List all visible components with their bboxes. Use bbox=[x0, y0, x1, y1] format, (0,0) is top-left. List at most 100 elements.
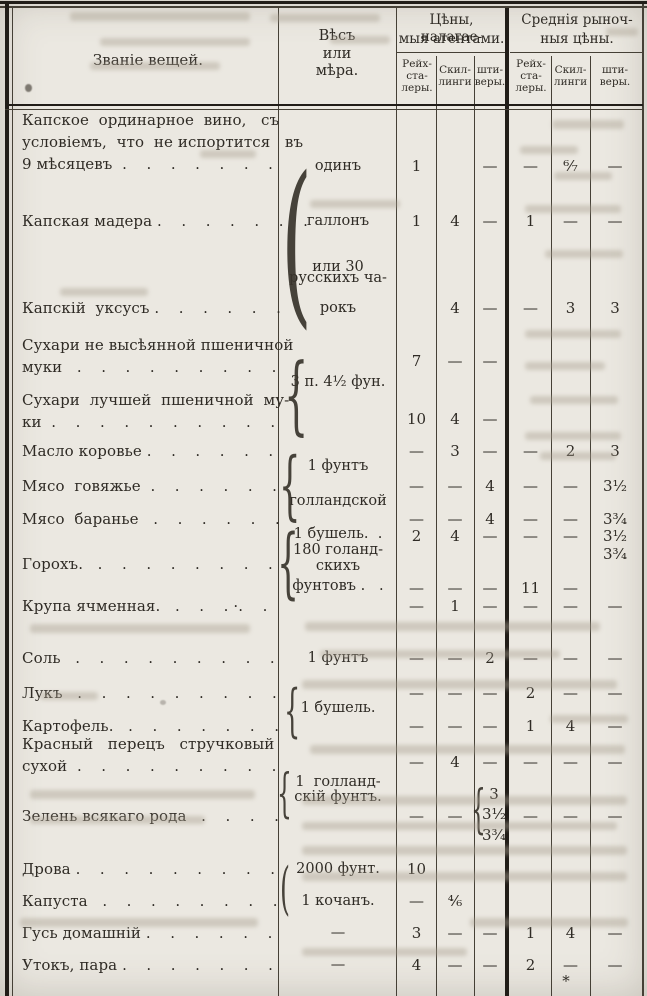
measure-text: — bbox=[330, 925, 346, 941]
price-cell: 3 bbox=[565, 299, 576, 317]
item-label: Дрова . . . . . . . . . bbox=[22, 860, 276, 878]
price-cell: — bbox=[409, 753, 424, 771]
price-cell: 4 bbox=[450, 527, 460, 545]
bleed-through-smudge bbox=[530, 396, 618, 404]
grouping-brace: { bbox=[279, 441, 301, 529]
price-cell: — bbox=[482, 212, 498, 230]
price-cell: — bbox=[482, 442, 498, 460]
price-cell: — bbox=[447, 510, 463, 528]
price-cell: — bbox=[482, 527, 498, 545]
item-label: Гусь домашній . . . . . . bbox=[22, 924, 273, 942]
measure-text: 1 бушель. . bbox=[293, 526, 383, 542]
bleed-through-smudge bbox=[302, 948, 467, 956]
price-cell: — bbox=[523, 157, 538, 175]
bleed-through-smudge bbox=[310, 745, 625, 754]
subcol-line: Рейх- bbox=[516, 58, 546, 70]
price-cell: — bbox=[482, 299, 498, 317]
price-cell: — bbox=[447, 924, 463, 942]
price-cell: 4 bbox=[565, 717, 576, 735]
bleed-through-smudge bbox=[270, 14, 380, 22]
price-cell: — bbox=[563, 649, 578, 667]
rule-header-bottom-2 bbox=[5, 109, 643, 110]
grouping-brace: { bbox=[471, 780, 486, 840]
price-cell: — bbox=[482, 597, 498, 615]
measure-text: рокъ bbox=[319, 300, 357, 316]
divider-agents-market bbox=[505, 8, 509, 996]
border-right bbox=[642, 4, 644, 996]
price-cell: 4 bbox=[450, 410, 460, 428]
border-left-inner bbox=[12, 8, 13, 996]
bleed-through-smudge bbox=[40, 692, 98, 700]
measure-text: или 30 bbox=[312, 259, 364, 275]
bleed-through-smudge bbox=[100, 38, 250, 46]
item-label: Капуста . . . . . . . . bbox=[22, 892, 278, 910]
price-cell: 4 bbox=[450, 753, 460, 771]
bleed-through-smudge bbox=[540, 452, 616, 460]
price-cell: — bbox=[607, 597, 623, 615]
bleed-through-smudge bbox=[305, 622, 600, 631]
price-cell: 3³⁄₄ bbox=[602, 545, 628, 563]
item-label: Крупа ячменная. . . . ·. . bbox=[22, 597, 268, 615]
price-cell: 4 bbox=[485, 510, 495, 528]
bleed-through-smudge bbox=[554, 172, 612, 180]
item-label: Горохъ. . . . . . . . . bbox=[22, 555, 273, 573]
bleed-through-smudge bbox=[330, 36, 390, 44]
price-cell: — bbox=[607, 212, 623, 230]
price-cell: 3¹⁄₂ bbox=[602, 527, 628, 545]
price-cell: 2 bbox=[525, 956, 536, 974]
bleed-through-smudge bbox=[525, 205, 621, 213]
price-cell: — bbox=[409, 684, 424, 702]
subcol-header-market-stiver: шти- веры. bbox=[590, 64, 640, 88]
price-cell: — bbox=[523, 442, 538, 460]
price-cell: 3 bbox=[489, 785, 499, 803]
grouping-brace: { bbox=[277, 764, 292, 824]
measure-text: скихъ bbox=[315, 558, 361, 574]
measure-text: 3 п. 4¹⁄₂ фун. bbox=[290, 374, 386, 390]
price-cell: 3³⁄₄ bbox=[602, 510, 628, 528]
scan-speck bbox=[25, 84, 32, 92]
price-cell: — bbox=[563, 753, 578, 771]
price-cell: — bbox=[563, 956, 578, 974]
divider-agent-cols-1 bbox=[436, 56, 437, 996]
measure-text: фунтовъ . . bbox=[292, 578, 384, 594]
price-cell: — bbox=[607, 956, 623, 974]
measure-text: 1 фунтъ bbox=[307, 458, 369, 474]
price-cell: — bbox=[523, 527, 538, 545]
subcol-line: веры. bbox=[474, 76, 506, 88]
price-cell: 1 bbox=[450, 597, 460, 615]
measure-text: 1 голланд- bbox=[295, 774, 381, 790]
rule-header-bottom-1 bbox=[5, 104, 643, 106]
border-left-outer bbox=[5, 1, 9, 996]
bleed-through-smudge bbox=[302, 846, 627, 855]
price-cell: — bbox=[447, 684, 463, 702]
price-cell: — bbox=[563, 527, 578, 545]
price-cell: 1 bbox=[525, 924, 536, 942]
price-cell: 2 bbox=[411, 527, 422, 545]
divider-agent-cols-2 bbox=[474, 56, 475, 996]
price-cell: 3 bbox=[411, 924, 422, 942]
bleed-through-smudge bbox=[200, 150, 256, 158]
subcol-line: леры. bbox=[401, 82, 433, 94]
price-cell: — bbox=[607, 924, 623, 942]
bleed-through-smudge bbox=[60, 288, 148, 296]
price-cell: — bbox=[563, 212, 578, 230]
item-label: Сухари лучшей пшеничной му- bbox=[22, 391, 290, 409]
price-cell: — bbox=[523, 753, 538, 771]
price-cell: — bbox=[523, 510, 538, 528]
bleed-through-smudge bbox=[520, 146, 578, 154]
bleed-through-smudge bbox=[302, 680, 617, 689]
bleed-through-smudge bbox=[470, 918, 628, 927]
item-label: Масло коровье . . . . . . bbox=[22, 442, 274, 460]
price-cell: — bbox=[409, 477, 424, 495]
price-cell: 3 bbox=[610, 299, 620, 317]
price-cell: — bbox=[482, 753, 498, 771]
bleed-through-smudge bbox=[30, 790, 255, 799]
price-cell: — bbox=[409, 717, 424, 735]
price-cell: 3¹⁄₂ bbox=[602, 477, 628, 495]
rule-under-agents-group bbox=[397, 52, 505, 53]
bleed-through-smudge bbox=[525, 330, 621, 338]
price-cell: — bbox=[447, 956, 463, 974]
price-cell: — bbox=[607, 753, 623, 771]
price-cell: — bbox=[409, 442, 424, 460]
